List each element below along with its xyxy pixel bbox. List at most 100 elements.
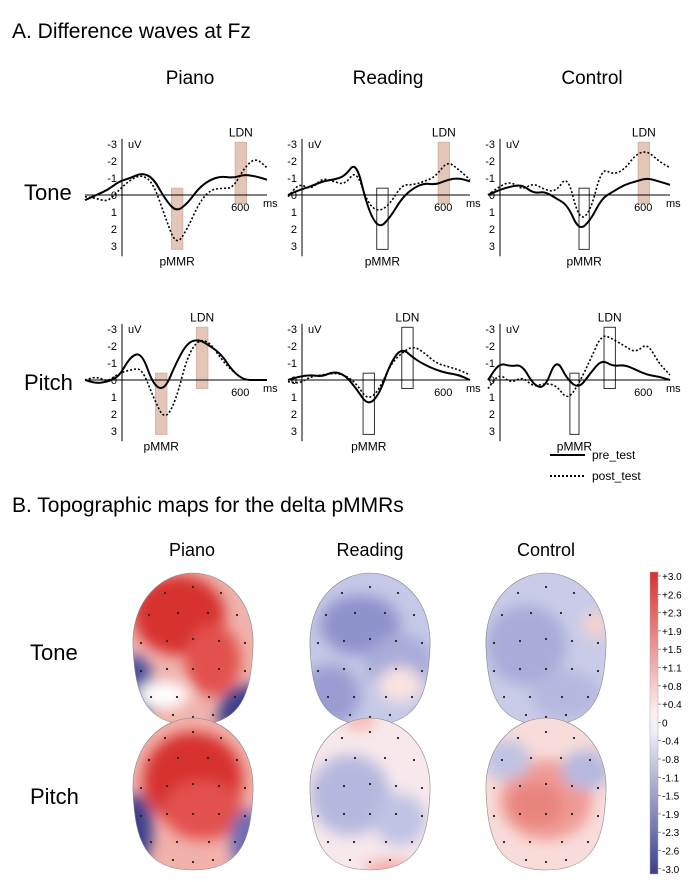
electrode-dot [324,758,328,762]
electrode-dot [139,641,143,645]
col-header-control: Control [561,68,622,89]
electrode-dot [588,758,592,762]
colorbar-tick-label: +1.9 [662,627,682,638]
y-tick-label: 3 [489,426,495,438]
pmmr-label: pMMR [351,439,387,453]
electrode-dot [518,784,522,788]
panel-a-title: A. Difference waves at Fz [12,20,251,43]
y-tick-label: -2 [107,156,117,168]
y-tick-label: -3 [485,139,495,151]
electrode-dot [388,858,392,862]
wave-plot-pitch-reading: -3 -2 -1 0 1 2 3 uV 600 ms pMMR LDN [287,310,481,453]
electrode-dot [243,786,247,790]
series-line-pre-test [287,165,471,227]
colorbar-tick-label: +0.8 [662,682,682,693]
colorbar-tick-label: -2.6 [662,847,680,858]
x-tick-label: 600 [634,202,652,214]
panel-b-title: B. Topographic maps for the delta pMMRs [12,494,404,517]
electrode-dot [412,613,416,617]
topo-blob [320,595,400,655]
topo-blob [378,667,422,703]
y-unit-label: uV [506,324,520,336]
wave-plot-pitch-control: -3 -2 -1 0 1 2 3 uV 600 ms pMMR LDN [485,310,681,453]
x-unit-label: ms [466,198,481,210]
pmmr-label: pMMR [144,439,180,453]
colorbar-tick-label: +1.1 [662,664,682,675]
electrode-dot [524,858,528,862]
y-tick-label: 1 [111,207,117,219]
electrode-dot [165,667,169,671]
highlight-box-ldn [234,141,248,205]
legend: pre_test post_test [550,448,641,483]
y-tick-label: 2 [489,224,495,236]
electrode-dot [342,667,346,671]
electrode-dot [570,639,574,643]
x-tick-label: 600 [231,202,249,214]
electrode-dot [524,713,528,717]
electrode-dot [206,756,210,760]
topo-map-tone-control [485,572,607,726]
y-unit-label: uV [308,324,322,336]
electrode-dot [175,840,179,844]
topo-blob [309,665,360,725]
series-line-post-test [287,346,471,399]
series-line-pre-test [487,177,671,229]
electrode-dot [412,758,416,762]
electrode-dot [139,786,143,790]
topo-col-header-piano: Piano [169,540,215,560]
highlight-box-ldn [195,326,209,389]
row-label-tone: Tone [24,180,72,205]
highlight-box-ldn [603,326,616,389]
y-tick-label: -1 [287,173,297,185]
topo-map-tone-reading [309,572,431,726]
colorbar: +3.0 +2.6 +2.3 +1.9 +1.5 +1.1 +0.8 +0.4 0 -0.4 -0.… [649,571,682,876]
electrode-dot [544,860,548,864]
electrode-dot [529,611,533,615]
electrode-dot [500,613,504,617]
topo-map-pitch-control [485,717,607,871]
highlight-box-pmmr [170,187,184,250]
y-tick-label: 1 [489,392,495,404]
x-tick-label: 600 [434,202,452,214]
electrode-dot [149,695,153,699]
topo-blob [508,783,564,827]
series-line-post-test [84,159,268,242]
electrode-dot [596,786,600,790]
electrode-dot [420,641,424,645]
electrode-dot [420,786,424,790]
topographic-maps [132,572,607,871]
electrode-dot [518,667,522,671]
electrode-dot [139,669,143,673]
y-tick-label: 2 [111,224,117,236]
ldn-label: LDN [632,125,656,139]
electrode-dot [516,736,520,740]
electrode-dot [368,730,372,734]
electrode-dot [342,812,346,816]
topo-blob [185,624,241,696]
topo-row-label-tone: Tone [30,640,78,665]
wave-plot-tone-piano: -3 -2 -1 0 1 2 3 uV 600 ms pMMR LDN [84,125,278,268]
electrode-dot [217,667,221,671]
electrode-dot [176,611,180,615]
topo-blob [532,671,600,719]
y-tick-label: -3 [107,324,117,336]
electrode-dot [326,840,330,844]
y-tick-label: 1 [111,392,117,404]
series-line-pre-test [487,360,671,388]
electrode-dot [368,715,372,719]
colorbar-tick-label: -1.1 [662,773,680,784]
pmmr-label: pMMR [557,439,593,453]
y-tick-label: 0 [489,375,495,387]
electrode-dot [165,639,169,643]
y-tick-label: -2 [107,341,117,353]
electrode-dot [544,585,548,589]
electrode-dot [544,637,548,641]
y-tick-label: 0 [489,190,495,202]
colorbar-tick-label: -3.0 [662,865,680,876]
y-tick-label: -3 [485,324,495,336]
electrode-dot [383,611,387,615]
y-tick-label: -3 [107,139,117,151]
topo-fill [485,573,607,725]
electrode-dot [570,667,574,671]
legend-pre-test-label: pre_test [592,448,636,462]
